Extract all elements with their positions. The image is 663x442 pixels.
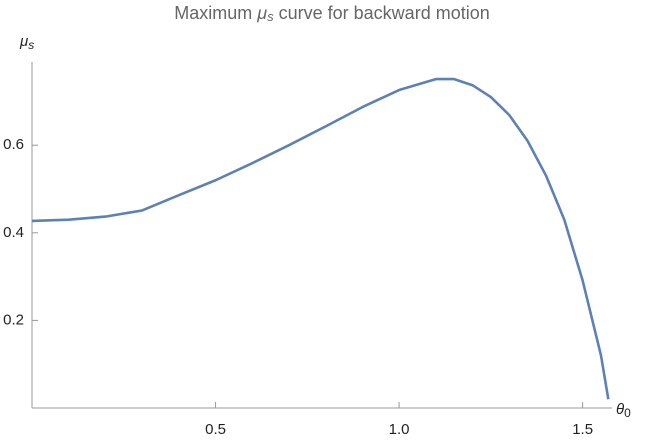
data-line	[31, 77, 610, 400]
y-tick-label: 0.4	[3, 224, 24, 241]
chart-title: Maximum μs curve for backward motion	[174, 3, 489, 25]
title-subscript: s	[267, 9, 274, 24]
x-axis-label: θ0	[616, 401, 631, 420]
x-tick-label: 0.5	[205, 421, 226, 438]
y-axis-label: μs	[19, 33, 34, 52]
title-text: Maximum	[174, 3, 257, 23]
x-tick-label: 1.5	[572, 421, 593, 438]
title-text: curve for backward motion	[274, 3, 490, 23]
xlabel-subscript: 0	[624, 406, 631, 420]
ylabel-subscript: s	[28, 38, 34, 52]
ylabel-symbol: μ	[19, 33, 28, 50]
y-tick-label: 0.2	[3, 311, 24, 328]
title-symbol: μ	[256, 3, 267, 23]
xlabel-symbol: θ	[616, 401, 624, 418]
y-tick-label: 0.6	[3, 136, 24, 153]
x-tick-label: 1.0	[389, 421, 410, 438]
